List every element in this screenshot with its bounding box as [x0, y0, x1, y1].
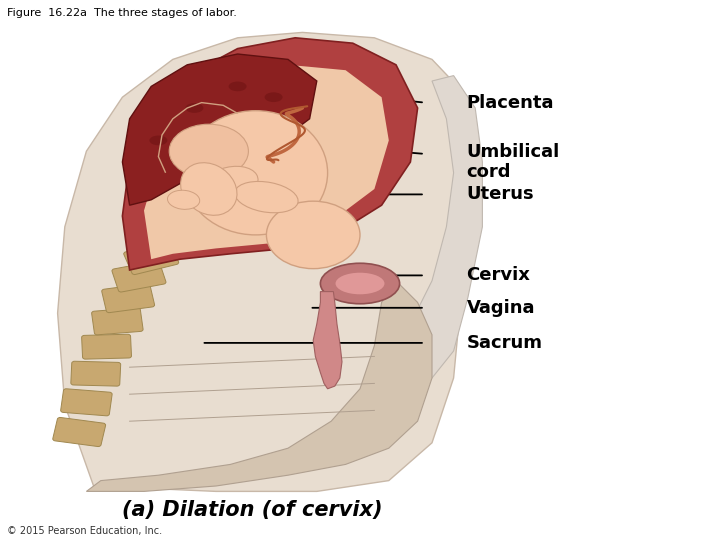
- Polygon shape: [144, 65, 389, 259]
- Ellipse shape: [184, 111, 328, 235]
- Ellipse shape: [150, 136, 167, 145]
- Text: Sacrum: Sacrum: [467, 334, 543, 352]
- Text: Umbilical
cord: Umbilical cord: [467, 143, 560, 181]
- Polygon shape: [313, 292, 342, 389]
- FancyBboxPatch shape: [148, 212, 204, 247]
- Ellipse shape: [266, 201, 360, 269]
- Ellipse shape: [265, 92, 283, 102]
- Ellipse shape: [169, 124, 248, 178]
- Polygon shape: [86, 281, 432, 491]
- Ellipse shape: [336, 273, 384, 294]
- FancyBboxPatch shape: [124, 242, 179, 274]
- FancyBboxPatch shape: [60, 389, 112, 416]
- Text: Figure  16.22a  The three stages of labor.: Figure 16.22a The three stages of labor.: [7, 8, 237, 18]
- Ellipse shape: [203, 166, 258, 201]
- Ellipse shape: [229, 82, 246, 91]
- Polygon shape: [58, 32, 475, 491]
- Text: Vagina: Vagina: [467, 299, 535, 317]
- Polygon shape: [122, 38, 418, 270]
- Ellipse shape: [279, 125, 297, 134]
- FancyBboxPatch shape: [135, 225, 192, 259]
- Text: Placenta: Placenta: [467, 93, 554, 112]
- FancyBboxPatch shape: [81, 334, 132, 359]
- Text: (a) Dilation (of cervix): (a) Dilation (of cervix): [122, 500, 383, 521]
- Ellipse shape: [181, 163, 237, 215]
- Ellipse shape: [235, 181, 298, 213]
- Ellipse shape: [186, 103, 204, 113]
- Ellipse shape: [168, 190, 199, 210]
- Ellipse shape: [193, 152, 211, 161]
- FancyBboxPatch shape: [102, 284, 155, 313]
- Text: Uterus: Uterus: [467, 185, 534, 204]
- FancyBboxPatch shape: [91, 308, 143, 335]
- Ellipse shape: [320, 263, 400, 303]
- FancyBboxPatch shape: [53, 417, 106, 447]
- Polygon shape: [122, 54, 317, 205]
- FancyBboxPatch shape: [112, 261, 166, 292]
- Text: © 2015 Pearson Education, Inc.: © 2015 Pearson Education, Inc.: [7, 525, 162, 536]
- FancyBboxPatch shape: [71, 361, 121, 386]
- Polygon shape: [410, 76, 482, 378]
- Text: Cervix: Cervix: [467, 266, 531, 285]
